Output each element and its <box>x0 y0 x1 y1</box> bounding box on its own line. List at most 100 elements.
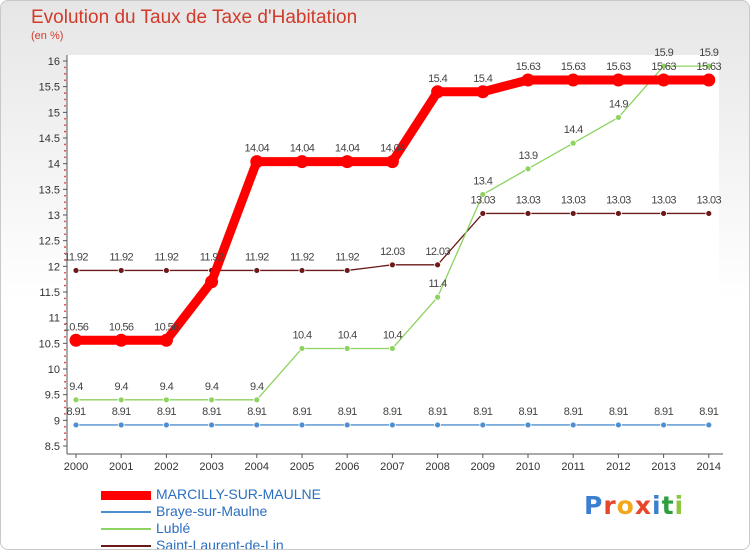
data-point <box>434 421 442 429</box>
data-point <box>660 210 667 217</box>
legend-swatch <box>101 490 151 500</box>
data-point <box>702 73 716 87</box>
data-point <box>253 421 261 429</box>
data-point <box>615 421 622 429</box>
y-tick-label: 9 <box>54 415 60 427</box>
data-point <box>705 421 713 429</box>
data-label: 15.9 <box>654 47 673 59</box>
x-tick-label: 2007 <box>380 461 404 473</box>
y-minor-dot <box>64 207 66 210</box>
y-minor-dot <box>64 425 66 428</box>
data-point <box>569 139 577 147</box>
data-point <box>657 73 671 87</box>
y-minor-dot <box>64 310 66 313</box>
chart-subtitle: (en %) <box>31 30 64 42</box>
data-label: 13.03 <box>606 194 631 206</box>
y-minor-dot <box>64 278 66 281</box>
y-minor-dot <box>64 355 66 358</box>
legend-label: MARCILLY-SUR-MAULNE <box>156 486 321 502</box>
data-point <box>611 73 625 87</box>
data-label: 15.4 <box>428 73 447 85</box>
x-tick-label: 2008 <box>425 461 449 473</box>
logo-letter: i <box>674 491 685 520</box>
data-label: 10.4 <box>383 329 402 341</box>
x-tick-label: 2012 <box>606 461 630 473</box>
data-point <box>72 421 80 429</box>
data-point <box>434 293 442 301</box>
y-tick-label: 13 <box>48 210 60 222</box>
data-label: 12.03 <box>380 246 405 258</box>
legend-swatch <box>101 511 151 513</box>
y-minor-dot <box>64 169 66 171</box>
plot-area <box>67 55 719 446</box>
data-label: 8.91 <box>202 406 221 418</box>
y-minor-dot <box>64 336 66 338</box>
y-tick-label: 16 <box>48 56 60 68</box>
data-point <box>343 421 351 429</box>
data-point <box>521 73 535 87</box>
x-tick-label: 2006 <box>335 461 359 473</box>
y-minor-dot <box>64 303 66 306</box>
y-minor-dot <box>64 284 66 287</box>
data-label: 8.91 <box>157 406 176 418</box>
data-label: 15.9 <box>699 47 718 59</box>
data-label: 15.63 <box>561 61 586 73</box>
data-point <box>343 345 351 352</box>
legend-label: Saint-Laurent-de-Lin <box>156 537 284 550</box>
data-point <box>298 345 306 352</box>
data-point <box>434 261 442 269</box>
data-point <box>476 85 490 99</box>
data-point <box>208 396 216 404</box>
data-point <box>253 267 261 274</box>
y-minor-dot <box>64 92 66 94</box>
data-label: 13.03 <box>697 194 722 206</box>
x-tick-label: 2000 <box>64 461 88 473</box>
y-minor-dot <box>64 252 66 255</box>
y-minor-dot <box>64 297 66 300</box>
y-minor-dot <box>64 175 66 178</box>
legend-label: Braye-sur-Maulne <box>156 503 268 519</box>
y-minor-dot <box>64 438 66 441</box>
data-label: 8.91 <box>66 406 85 418</box>
data-point <box>615 114 622 121</box>
data-label: 8.91 <box>247 406 266 418</box>
data-label: 9.4 <box>205 381 219 393</box>
data-label: 15.63 <box>651 61 676 73</box>
data-point <box>566 73 580 87</box>
y-tick-label: 14 <box>48 159 60 171</box>
data-point <box>162 396 170 404</box>
y-tick-label: 10.5 <box>39 338 60 350</box>
y-tick-label: 15 <box>48 107 60 119</box>
logo-letter: i <box>652 491 662 520</box>
y-minor-dot <box>64 149 66 152</box>
data-label: 8.91 <box>564 406 583 418</box>
data-label: 14.04 <box>335 143 360 155</box>
y-tick-label: 11.5 <box>39 287 60 299</box>
y-minor-dot <box>64 361 66 364</box>
data-label: 14.9 <box>609 98 628 110</box>
data-point <box>479 191 487 198</box>
data-label: 11.92 <box>290 251 314 263</box>
data-label: 13.03 <box>516 194 541 206</box>
y-minor-dot <box>64 66 66 69</box>
data-point <box>479 421 487 429</box>
data-point <box>343 267 351 274</box>
data-label: 11.92 <box>335 251 359 263</box>
data-label: 13.03 <box>561 194 586 206</box>
data-label: 9.4 <box>160 381 174 393</box>
data-label: 11.92 <box>200 251 224 263</box>
data-label: 10.4 <box>292 329 311 341</box>
data-point <box>117 396 125 404</box>
data-label: 9.4 <box>69 381 83 393</box>
data-point <box>253 396 261 404</box>
y-minor-dot <box>64 117 66 120</box>
data-label: 10.56 <box>64 321 89 333</box>
data-label: 9.4 <box>114 381 128 393</box>
data-label: 9.4 <box>250 381 264 393</box>
data-label: 15.63 <box>697 61 722 73</box>
data-point <box>615 210 622 217</box>
x-tick-label: 2002 <box>154 461 178 473</box>
data-label: 14.4 <box>564 124 583 136</box>
y-minor-dot <box>64 124 66 127</box>
data-label: 8.91 <box>338 406 357 418</box>
